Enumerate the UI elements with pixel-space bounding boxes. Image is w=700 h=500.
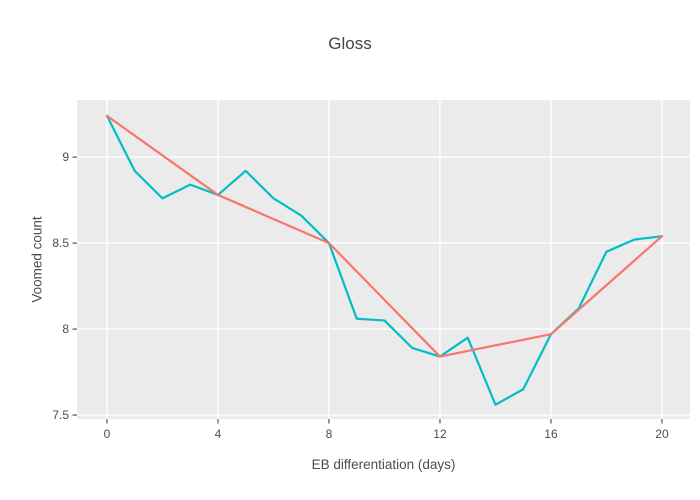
y-axis-title: Voomed count: [29, 216, 45, 303]
x-tick-label-1: 4: [215, 427, 222, 441]
y-tick-label-3: 9: [62, 150, 69, 164]
x-tick-label-3: 12: [433, 427, 447, 441]
chart-title: Gloss: [328, 34, 372, 53]
plot-area[interactable]: [77, 100, 690, 419]
x-tick-label-0: 0: [104, 427, 111, 441]
y-tick-label-2: 8.5: [52, 236, 69, 250]
x-tick-label-2: 8: [326, 427, 333, 441]
y-tick-label-1: 8: [62, 322, 69, 336]
x-tick-label-5: 20: [655, 427, 669, 441]
x-tick-label-4: 16: [544, 427, 558, 441]
x-axis-title: EB differentiation (days): [311, 457, 456, 472]
y-tick-label-0: 7.5: [52, 408, 69, 422]
series2-salmon-line[interactable]: [105, 114, 664, 358]
